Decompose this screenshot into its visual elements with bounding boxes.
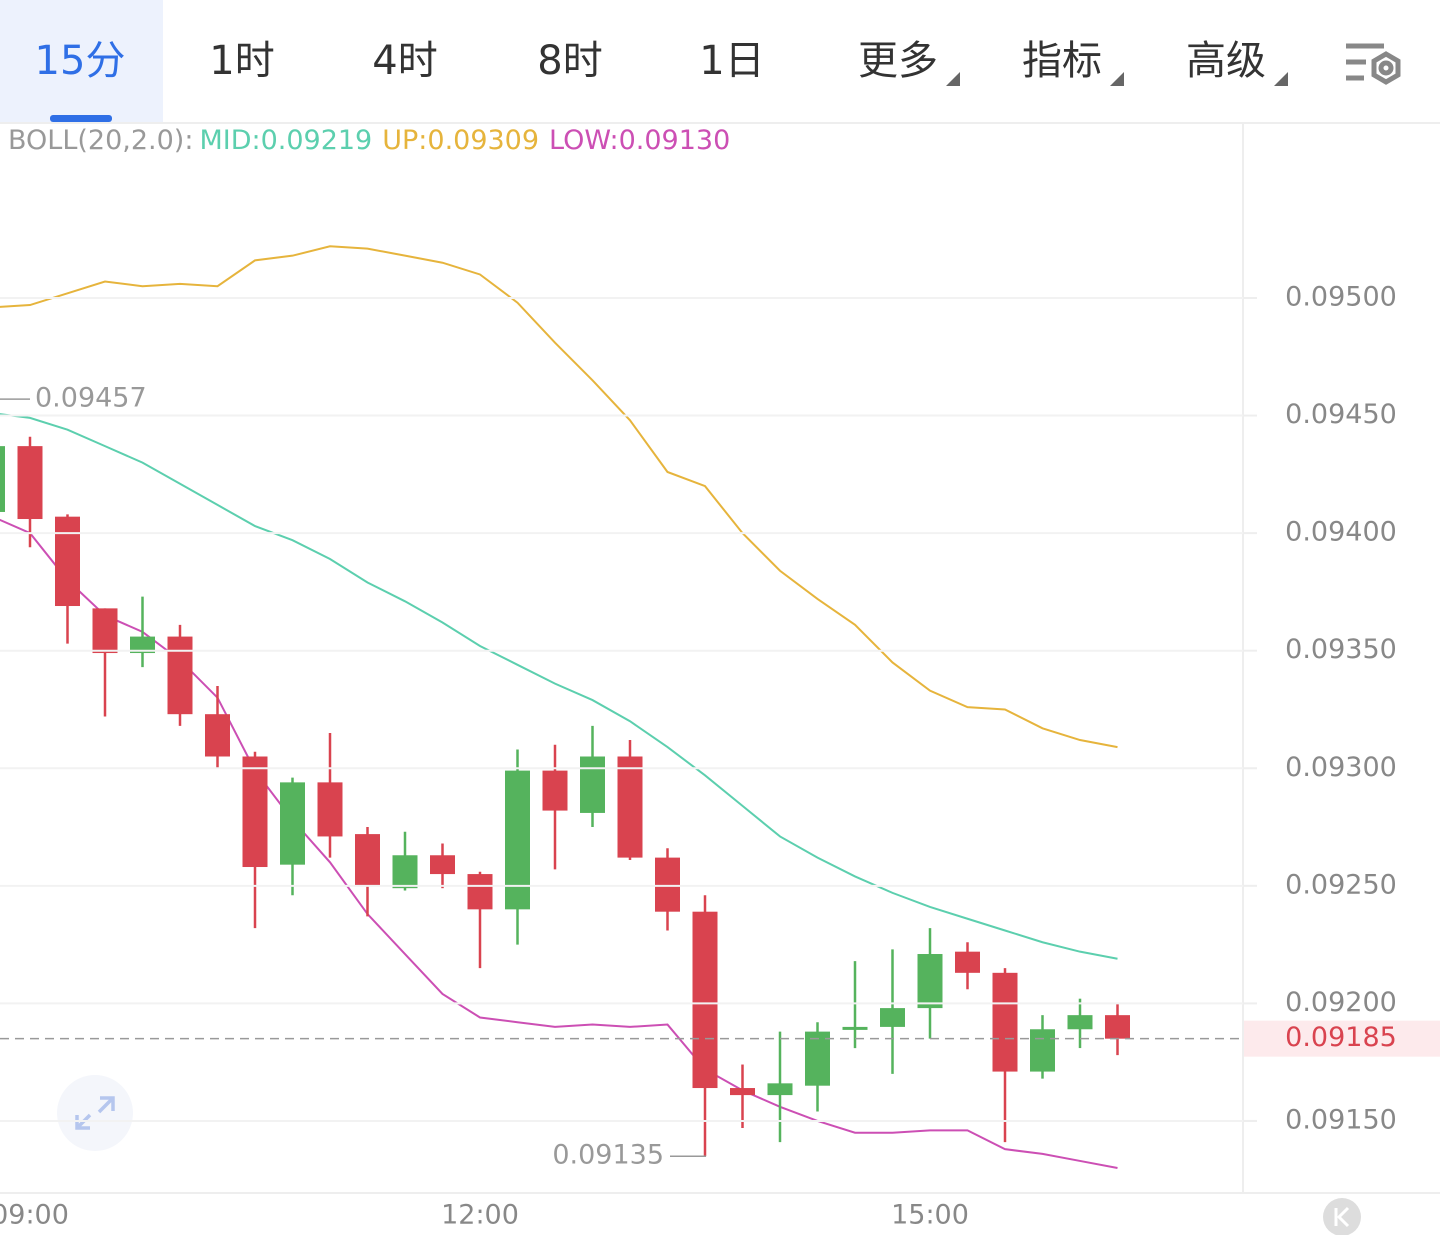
candle-body (505, 770, 530, 910)
toolbar-tab[interactable]: 15分 (35, 38, 126, 84)
candle-body (1067, 1015, 1093, 1030)
candle-body (617, 756, 643, 858)
settings-icon[interactable] (1346, 43, 1401, 85)
toolbar-tab[interactable]: 1日 (699, 38, 764, 84)
k-button[interactable] (1323, 1198, 1361, 1235)
candle-body (730, 1088, 755, 1096)
candle-body (1030, 1029, 1055, 1072)
candle-body (317, 782, 343, 837)
max-label: 0.09457 (35, 383, 147, 414)
k-icon (1334, 1206, 1350, 1228)
candle-body (917, 954, 943, 1009)
candle-body (430, 855, 455, 875)
candle-body (655, 857, 680, 912)
expand-button[interactable] (57, 1075, 133, 1151)
candle-body (92, 608, 118, 654)
candle-body (205, 714, 230, 757)
icon-dot (1378, 60, 1394, 76)
dropdown-caret (946, 72, 960, 86)
candle-body (280, 782, 305, 865)
legend-mid: MID:0.09219 (199, 125, 372, 156)
candle-body (355, 834, 380, 886)
dropdown-caret (1110, 72, 1124, 86)
toolbar-tab[interactable]: 高级 (1186, 38, 1266, 84)
toolbar-tab[interactable]: 更多 (858, 38, 938, 84)
candle-body (955, 951, 980, 973)
candle-body (880, 1008, 905, 1027)
y-tick-label: 0.09150 (1285, 1104, 1397, 1135)
candle-body (467, 874, 493, 910)
candle-body (167, 636, 193, 715)
toolbar-tab[interactable]: 1时 (209, 38, 274, 84)
x-tick-label: 09:00 (0, 1200, 69, 1231)
icon-hex (1371, 51, 1401, 85)
k-bg (1323, 1198, 1361, 1235)
y-tick-label: 0.09350 (1285, 634, 1397, 665)
candle-body (805, 1031, 830, 1086)
expand-icon (75, 1096, 115, 1130)
candle-body (17, 446, 43, 520)
y-tick-label: 0.09500 (1285, 281, 1397, 312)
expand-bg (57, 1075, 133, 1151)
last-price-label: 0.09185 (1285, 1022, 1397, 1053)
legend-up: UP:0.09309 (382, 125, 539, 156)
candle-body (242, 756, 268, 868)
dropdown-caret (1274, 72, 1288, 86)
y-tick-label: 0.09200 (1285, 987, 1397, 1018)
candle-body (55, 516, 80, 607)
x-tick-label: 15:00 (891, 1200, 969, 1231)
boll-line (0, 413, 1118, 960)
candle-body (130, 636, 155, 654)
x-tick-label: 12:00 (441, 1200, 519, 1231)
y-tick-label: 0.09400 (1285, 517, 1397, 548)
indicator-name: BOLL(20,2.0): (8, 125, 193, 156)
candle-body (1105, 1015, 1130, 1039)
last-price-bg (1244, 1020, 1440, 1057)
candle-body (767, 1083, 793, 1096)
legend-low: LOW:0.09130 (549, 125, 730, 156)
candle-body (692, 911, 718, 1089)
candle-body (542, 770, 568, 811)
toolbar-tab[interactable]: 指标 (1022, 38, 1102, 84)
candle-body (992, 972, 1018, 1072)
y-tick-label: 0.09300 (1285, 752, 1397, 783)
toolbar-tab[interactable]: 4时 (372, 38, 437, 84)
active-tab-indicator (50, 115, 112, 122)
boll-line (0, 245, 1118, 749)
candle-body (842, 1026, 868, 1030)
active-tab-bg (0, 0, 163, 122)
min-label: 0.09135 (552, 1140, 664, 1171)
indicator-legend: BOLL(20,2.0): MID:0.09219 UP:0.09309 LOW:0.… (8, 125, 730, 156)
candle-body (0, 446, 5, 512)
y-tick-label: 0.09450 (1285, 399, 1397, 430)
candle-body (580, 756, 605, 813)
toolbar-tab[interactable]: 8时 (537, 38, 602, 84)
candle-body (392, 855, 418, 889)
y-tick-label: 0.09250 (1285, 869, 1397, 900)
